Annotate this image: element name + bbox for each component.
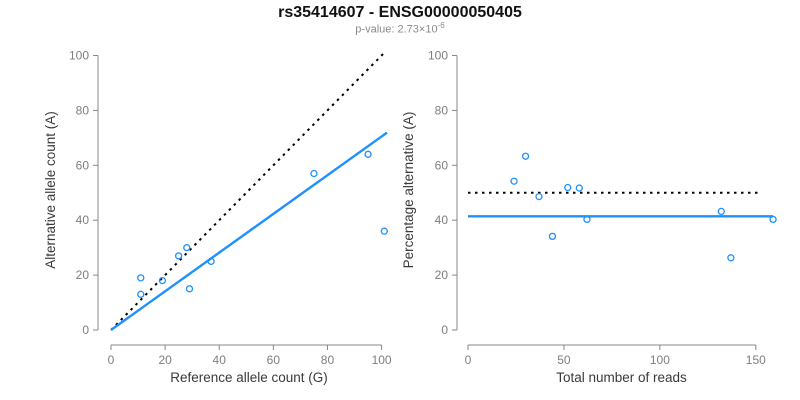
y-tick-label: 20 xyxy=(435,268,449,282)
y-tick-label: 40 xyxy=(76,213,90,227)
data-point xyxy=(310,169,318,178)
data-point xyxy=(727,254,735,262)
identity-line xyxy=(110,50,387,331)
data-point xyxy=(510,177,518,185)
data-point xyxy=(137,290,145,298)
data-point xyxy=(769,215,777,224)
y-axis-title: Percentage alternative (A) xyxy=(401,112,416,269)
p-value-text: p-value: 2.73×10 xyxy=(355,23,438,36)
y-tick-label: 80 xyxy=(76,103,90,117)
right-scatter-plot: 0 20 40 60 80 100 0 50 100 150 Total number of rea… xyxy=(401,48,777,385)
data-point xyxy=(158,276,167,285)
data-point xyxy=(521,152,530,160)
data-point xyxy=(575,184,583,192)
x-axis-title: Reference allele count (G) xyxy=(170,370,328,385)
regression-line xyxy=(110,131,388,331)
data-point xyxy=(207,257,215,266)
x-tick-label: 50 xyxy=(557,353,571,367)
y-tick-label: 20 xyxy=(76,268,90,282)
figure-title: rs35414607 - ENSG00000050405 xyxy=(278,4,522,21)
y-tick-label: 60 xyxy=(435,158,449,172)
data-point xyxy=(380,227,388,235)
x-tick-label: 0 xyxy=(465,353,472,367)
y-tick-label: 0 xyxy=(441,323,448,337)
data-point xyxy=(535,192,543,201)
data-point xyxy=(137,274,145,282)
data-point xyxy=(548,232,557,241)
y-tick-label: 100 xyxy=(428,48,448,62)
data-point xyxy=(583,215,591,224)
data-point xyxy=(717,207,725,216)
x-tick-label: 100 xyxy=(650,353,670,367)
y-tick-label: 60 xyxy=(76,158,90,172)
y-tick-label: 80 xyxy=(435,103,449,117)
y-axis-title: Alternative allele count (A) xyxy=(43,111,58,269)
x-axis-title: Total number of reads xyxy=(556,370,687,385)
p-value-subtitle: p-value: 2.73×10-6 xyxy=(0,21,800,36)
data-point xyxy=(174,252,183,260)
data-point xyxy=(185,285,194,293)
y-tick-label: 100 xyxy=(69,48,89,62)
x-tick-label: 40 xyxy=(213,353,227,367)
x-tick-label: 150 xyxy=(746,353,766,367)
x-tick-label: 60 xyxy=(267,353,281,367)
data-point xyxy=(564,183,572,192)
data-point xyxy=(364,150,372,158)
x-tick-label: 20 xyxy=(158,353,172,367)
x-tick-label: 80 xyxy=(321,353,335,367)
left-scatter-plot: 0 20 40 60 80 100 0 20 40 60 80 100 Reference allele… xyxy=(43,48,392,385)
y-tick-label: 0 xyxy=(82,323,89,337)
y-tick-label: 40 xyxy=(435,213,449,227)
x-tick-label: 100 xyxy=(372,353,392,367)
p-value-exponent: -6 xyxy=(437,21,445,30)
data-point xyxy=(183,243,191,252)
x-tick-label: 0 xyxy=(108,353,115,367)
